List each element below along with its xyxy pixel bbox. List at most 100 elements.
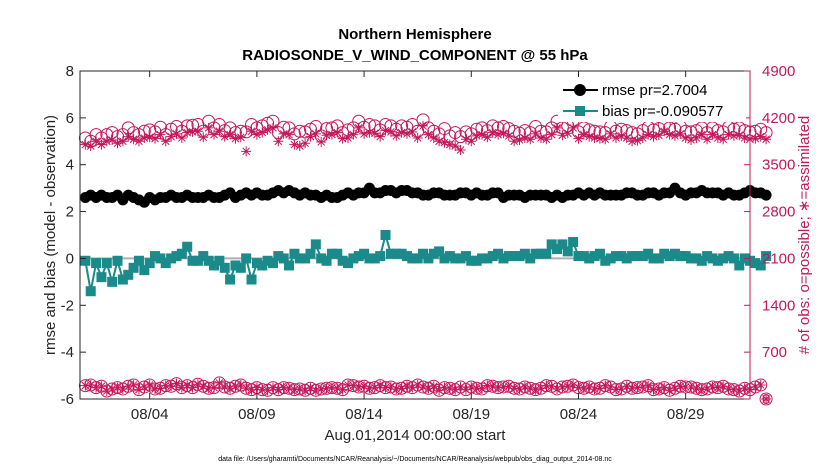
point-obs_assimilated_top <box>514 134 525 145</box>
point-bias <box>680 251 691 262</box>
point-obs_assimilated_top <box>589 132 600 143</box>
point-obs_assimilated_top <box>423 129 434 140</box>
point-obs_assimilated <box>284 383 295 394</box>
y-axis-left-label: rmse and bias (model - observation) <box>42 115 59 355</box>
point-obs_assimilated <box>123 381 134 392</box>
point-obs_assimilated <box>369 382 380 393</box>
point-obs_assimilated <box>203 383 214 394</box>
point-obs_assimilated <box>321 383 332 394</box>
point-obs_assimilated <box>96 381 107 392</box>
point-bias <box>101 258 112 269</box>
point-bias <box>702 251 713 262</box>
point-obs_possible <box>180 379 194 393</box>
x-tick-label: 08/19 <box>453 406 491 423</box>
point-obs_assimilated_top <box>418 120 429 131</box>
point-obs_assimilated_top <box>562 128 573 139</box>
point-obs_assimilated <box>584 381 595 392</box>
point-obs_assimilated <box>509 383 520 394</box>
y-right-tick-label: 700 <box>762 344 787 361</box>
point-obs_assimilated <box>466 381 477 392</box>
point-obs_assimilated <box>294 383 305 394</box>
point-obs_assimilated_top <box>391 130 402 141</box>
point-bias <box>310 239 321 250</box>
point-rmse <box>760 189 772 201</box>
point-obs_assimilated <box>734 385 745 396</box>
point-obs_assimilated <box>235 379 246 390</box>
point-bias <box>160 258 171 269</box>
point-obs_assimilated_top <box>396 127 407 138</box>
point-bias <box>466 255 477 266</box>
point-bias <box>439 253 450 264</box>
point-bias <box>326 248 337 259</box>
point-bias <box>514 251 525 262</box>
point-obs_assimilated_top <box>519 132 530 143</box>
point-obs_assimilated <box>310 385 321 396</box>
point-bias <box>659 248 670 259</box>
point-obs_assimilated <box>552 383 563 394</box>
point-obs_assimilated_top <box>460 134 471 145</box>
point-bias <box>611 251 621 262</box>
point-obs_assimilated_top <box>369 128 380 139</box>
point-bias <box>85 286 96 297</box>
point-obs_assimilated <box>225 383 236 394</box>
point-bias <box>498 253 509 264</box>
point-bias <box>471 255 482 266</box>
point-bias <box>225 274 236 285</box>
point-obs_assimilated <box>230 381 241 392</box>
point-obs_assimilated <box>546 381 557 392</box>
point-obs_assimilated_top <box>209 129 219 140</box>
point-obs_assimilated_top <box>637 132 648 143</box>
point-obs_assimilated <box>568 379 579 390</box>
point-bias <box>605 253 616 264</box>
point-obs_assimilated <box>128 379 139 390</box>
point-obs_assimilated_top <box>251 129 262 140</box>
point-bias <box>289 248 300 259</box>
point-obs_assimilated <box>391 383 402 394</box>
point-obs_assimilated <box>664 385 675 396</box>
point-obs_assimilated_top <box>498 128 509 139</box>
point-obs_assimilated <box>643 380 654 391</box>
point-obs_assimilated <box>728 384 739 395</box>
point-bias <box>546 239 557 250</box>
point-obs_assimilated <box>112 382 123 393</box>
point-obs_assimilated <box>578 383 589 394</box>
x-tick-label: 08/24 <box>560 406 598 423</box>
point-bias <box>273 251 284 262</box>
point-obs_assimilated <box>653 383 664 394</box>
point-bias <box>316 253 327 264</box>
point-bias <box>664 251 675 262</box>
point-obs_assimilated <box>718 381 729 392</box>
point-obs_assimilated <box>412 379 423 390</box>
point-obs_possible <box>748 380 762 394</box>
point-obs_assimilated <box>91 382 102 393</box>
point-bias <box>632 251 643 262</box>
y-left-tick-label: 6 <box>66 110 74 127</box>
point-bias <box>198 251 209 262</box>
point-obs_assimilated <box>198 381 209 392</box>
point-bias <box>482 253 493 264</box>
point-obs_assimilated <box>133 384 144 395</box>
point-bias <box>246 274 257 285</box>
legend-bias-marker <box>575 106 585 116</box>
point-obs_assimilated <box>616 383 627 394</box>
point-obs_assimilated_top <box>385 126 396 137</box>
point-obs_assimilated <box>648 384 659 395</box>
point-obs_assimilated_top <box>471 130 482 141</box>
point-obs_assimilated <box>621 381 632 392</box>
point-bias <box>294 253 305 264</box>
point-bias <box>519 248 530 259</box>
point-bias <box>343 258 353 269</box>
point-obs_assimilated_top <box>112 138 123 149</box>
point-obs_assimilated_top <box>305 131 316 142</box>
point-obs_assimilated <box>160 380 171 391</box>
point-obs_assimilated_top <box>155 129 166 140</box>
point-obs_assimilated_top <box>755 131 766 142</box>
point-obs_assimilated_top <box>171 128 182 139</box>
point-obs_assimilated_top <box>611 132 621 143</box>
point-obs_assimilated_top <box>552 122 563 133</box>
point-obs_assimilated_top <box>219 131 230 142</box>
point-obs_assimilated <box>594 383 605 394</box>
point-bias <box>267 258 278 269</box>
point-obs_assimilated_top <box>434 136 445 147</box>
point-obs_assimilated_top <box>166 131 177 142</box>
